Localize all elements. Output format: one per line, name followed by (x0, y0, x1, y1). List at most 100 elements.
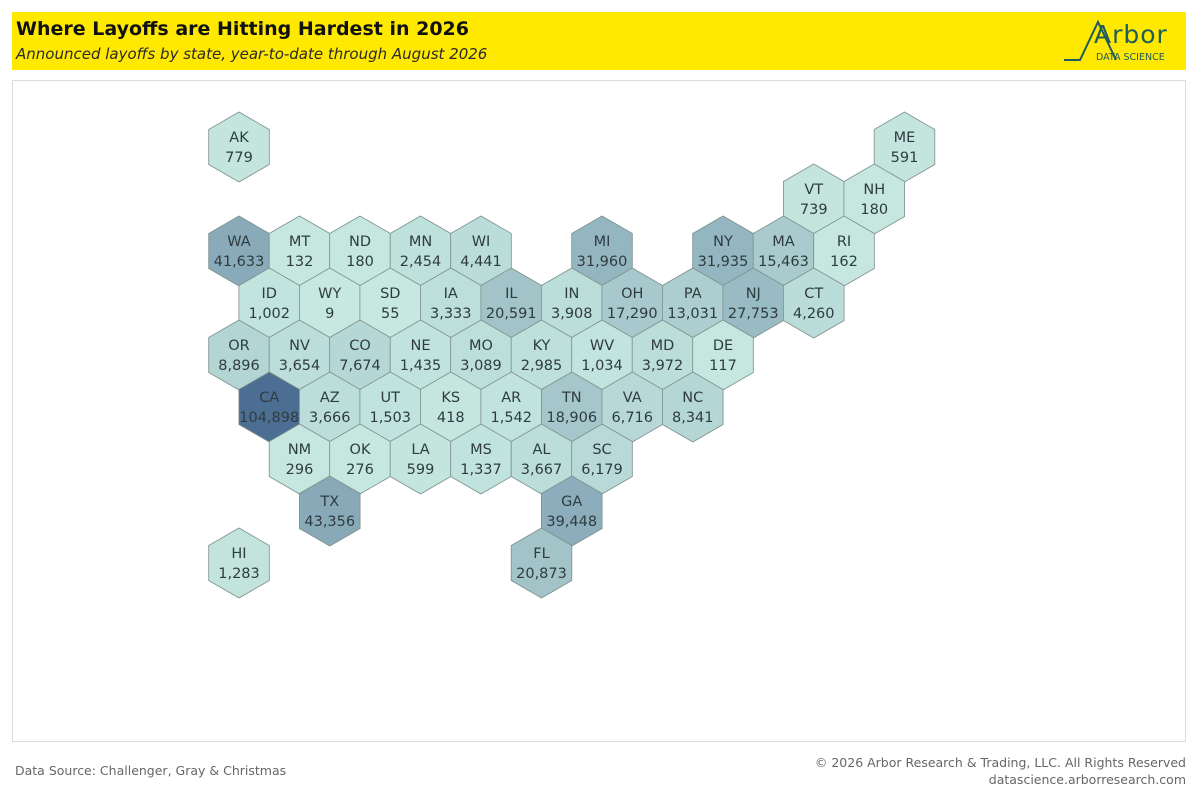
state-value-ok: 276 (346, 462, 374, 478)
state-value-ar: 1,542 (490, 410, 532, 426)
state-abbr-ct: CT (804, 286, 823, 302)
state-hex-ga[interactable]: GA 39,448 (541, 475, 603, 547)
state-abbr-ca: CA (259, 390, 279, 406)
state-hex-mo[interactable]: MO 3,089 (450, 319, 512, 391)
state-abbr-mo: MO (469, 338, 493, 354)
hex-tile-nc[interactable] (662, 371, 724, 443)
hex-tile-ct[interactable] (783, 267, 845, 339)
state-hex-sc[interactable]: SC 6,179 (571, 423, 633, 495)
state-hex-pa[interactable]: PA 13,031 (662, 267, 724, 339)
state-abbr-hi: HI (231, 546, 246, 562)
state-abbr-nd: ND (349, 234, 371, 250)
state-value-mi: 31,960 (577, 254, 628, 270)
state-hex-ms[interactable]: MS 1,337 (450, 423, 512, 495)
state-abbr-sd: SD (380, 286, 400, 302)
state-hex-ma[interactable]: MA 15,463 (752, 215, 815, 287)
state-hex-ok[interactable]: OK 276 (329, 423, 391, 495)
state-value-ne: 1,435 (400, 358, 442, 374)
state-value-wv: 1,034 (581, 358, 623, 374)
hex-tile-ak[interactable] (208, 111, 270, 183)
state-hex-hi[interactable]: HI 1,283 (208, 527, 270, 599)
state-value-nj: 27,753 (728, 306, 779, 322)
state-hex-mi[interactable]: MI 31,960 (571, 215, 633, 287)
state-value-in: 3,908 (551, 306, 593, 322)
state-hex-wa[interactable]: WA 41,633 (208, 215, 270, 287)
state-abbr-ky: KY (533, 338, 551, 354)
state-hex-nh[interactable]: NH 180 (843, 163, 905, 235)
state-value-sc: 6,179 (581, 462, 623, 478)
state-value-id: 1,002 (248, 306, 290, 322)
state-value-az: 3,666 (309, 410, 351, 426)
state-value-la: 599 (407, 462, 435, 478)
state-value-ri: 162 (830, 254, 858, 270)
state-value-nh: 180 (860, 202, 888, 218)
state-hex-sd[interactable]: SD 55 (359, 267, 422, 339)
state-value-wi: 4,441 (460, 254, 502, 270)
state-value-ut: 1,503 (369, 410, 411, 426)
state-abbr-ia: IA (444, 286, 458, 302)
state-abbr-wy: WY (318, 286, 341, 302)
state-hex-tx[interactable]: TX 43,356 (298, 475, 361, 547)
state-value-ia: 3,333 (430, 306, 472, 322)
state-hex-ct[interactable]: CT 4,260 (783, 267, 845, 339)
state-hex-ar[interactable]: AR 1,542 (480, 371, 542, 443)
state-value-ga: 39,448 (546, 514, 597, 530)
state-hex-ne[interactable]: NE 1,435 (389, 319, 452, 391)
state-hex-co[interactable]: CO 7,674 (329, 319, 391, 391)
state-hex-vt[interactable]: VT 739 (783, 163, 845, 235)
copyright-block: © 2026 Arbor Research & Trading, LLC. Al… (815, 754, 1186, 788)
state-hex-fl[interactable]: FL 20,873 (510, 527, 573, 599)
state-abbr-mt: MT (289, 234, 311, 250)
state-hex-la[interactable]: LA 599 (389, 423, 452, 495)
state-abbr-az: AZ (320, 390, 340, 406)
state-hex-nd[interactable]: ND 180 (329, 215, 391, 287)
state-value-al: 3,667 (521, 462, 563, 478)
state-value-de: 117 (709, 358, 737, 374)
state-abbr-wa: WA (227, 234, 251, 250)
state-abbr-va: VA (623, 390, 642, 406)
state-hex-nv[interactable]: NV 3,654 (268, 319, 331, 391)
state-hex-nc[interactable]: NC 8,341 (662, 371, 724, 443)
state-abbr-wv: WV (590, 338, 614, 354)
data-source-note: Data Source: Challenger, Gray & Christma… (15, 763, 287, 778)
state-value-tn: 18,906 (546, 410, 597, 426)
logo-name: Arbor (1094, 20, 1168, 49)
state-hex-ny[interactable]: NY 31,935 (692, 215, 754, 287)
state-abbr-ny: NY (713, 234, 733, 250)
state-hex-tn[interactable]: TN 18,906 (541, 371, 603, 443)
state-hex-mt[interactable]: MT 132 (268, 215, 331, 287)
state-value-nd: 180 (346, 254, 374, 270)
state-abbr-ma: MA (772, 234, 795, 250)
state-value-ny: 31,935 (698, 254, 749, 270)
hex-tile-fl[interactable] (510, 527, 573, 599)
state-value-pa: 13,031 (667, 306, 718, 322)
state-hex-wv[interactable]: WV 1,034 (571, 319, 633, 391)
state-hex-in[interactable]: IN 3,908 (541, 267, 603, 339)
state-hex-id[interactable]: ID 1,002 (238, 267, 301, 339)
state-abbr-nh: NH (863, 182, 885, 198)
state-abbr-de: DE (713, 338, 733, 354)
state-hex-ri[interactable]: RI 162 (813, 215, 875, 287)
state-hex-wi[interactable]: WI 4,441 (450, 215, 512, 287)
state-hex-ak[interactable]: AK 779 (208, 111, 270, 183)
state-value-va: 6,716 (611, 410, 653, 426)
state-abbr-md: MD (651, 338, 675, 354)
state-value-vt: 739 (800, 202, 828, 218)
hex-tile-hi[interactable] (208, 527, 270, 599)
state-hex-az[interactable]: AZ 3,666 (298, 371, 361, 443)
state-value-mn: 2,454 (400, 254, 442, 270)
state-hex-wy[interactable]: WY 9 (298, 267, 361, 339)
state-hex-ky[interactable]: KY 2,985 (510, 319, 573, 391)
state-value-il: 20,591 (486, 306, 537, 322)
website-link[interactable]: datascience.arborresearch.com (988, 772, 1186, 787)
state-hex-de[interactable]: DE 117 (692, 319, 754, 391)
state-hex-nj[interactable]: NJ 27,753 (722, 267, 784, 339)
hex-tile-tx[interactable] (298, 475, 361, 547)
state-value-sd: 55 (381, 306, 399, 322)
state-abbr-tx: TX (319, 494, 339, 510)
state-abbr-ok: OK (350, 442, 371, 458)
state-abbr-ut: UT (381, 390, 401, 406)
state-hex-me[interactable]: ME 591 (873, 111, 936, 183)
state-hex-il[interactable]: IL 20,591 (480, 267, 542, 339)
state-value-wa: 41,633 (214, 254, 265, 270)
